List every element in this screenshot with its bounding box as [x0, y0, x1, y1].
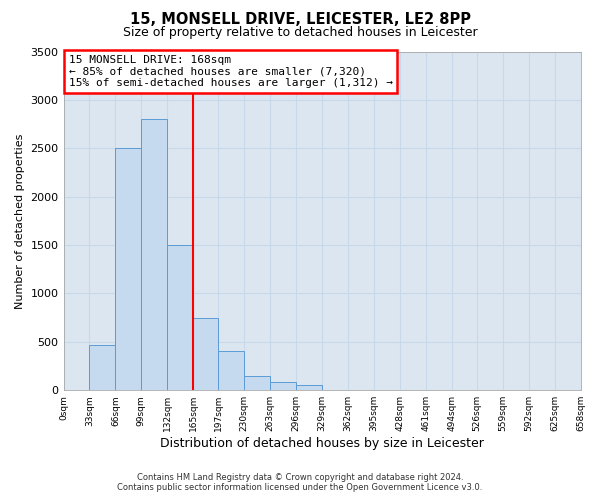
- X-axis label: Distribution of detached houses by size in Leicester: Distribution of detached houses by size …: [160, 437, 484, 450]
- Bar: [142, 119, 167, 390]
- Text: Contains HM Land Registry data © Crown copyright and database right 2024.
Contai: Contains HM Land Registry data © Crown c…: [118, 473, 482, 492]
- Bar: [115, 148, 142, 390]
- Bar: [193, 318, 218, 390]
- Bar: [244, 376, 270, 390]
- Text: Size of property relative to detached houses in Leicester: Size of property relative to detached ho…: [122, 26, 478, 39]
- Bar: [296, 386, 322, 390]
- Bar: [270, 382, 296, 390]
- Bar: [218, 352, 244, 390]
- Text: 15 MONSELL DRIVE: 168sqm
← 85% of detached houses are smaller (7,320)
15% of sem: 15 MONSELL DRIVE: 168sqm ← 85% of detach…: [69, 55, 393, 88]
- Y-axis label: Number of detached properties: Number of detached properties: [15, 133, 25, 308]
- Text: 15, MONSELL DRIVE, LEICESTER, LE2 8PP: 15, MONSELL DRIVE, LEICESTER, LE2 8PP: [130, 12, 470, 28]
- Bar: [167, 245, 193, 390]
- Bar: [89, 344, 115, 390]
